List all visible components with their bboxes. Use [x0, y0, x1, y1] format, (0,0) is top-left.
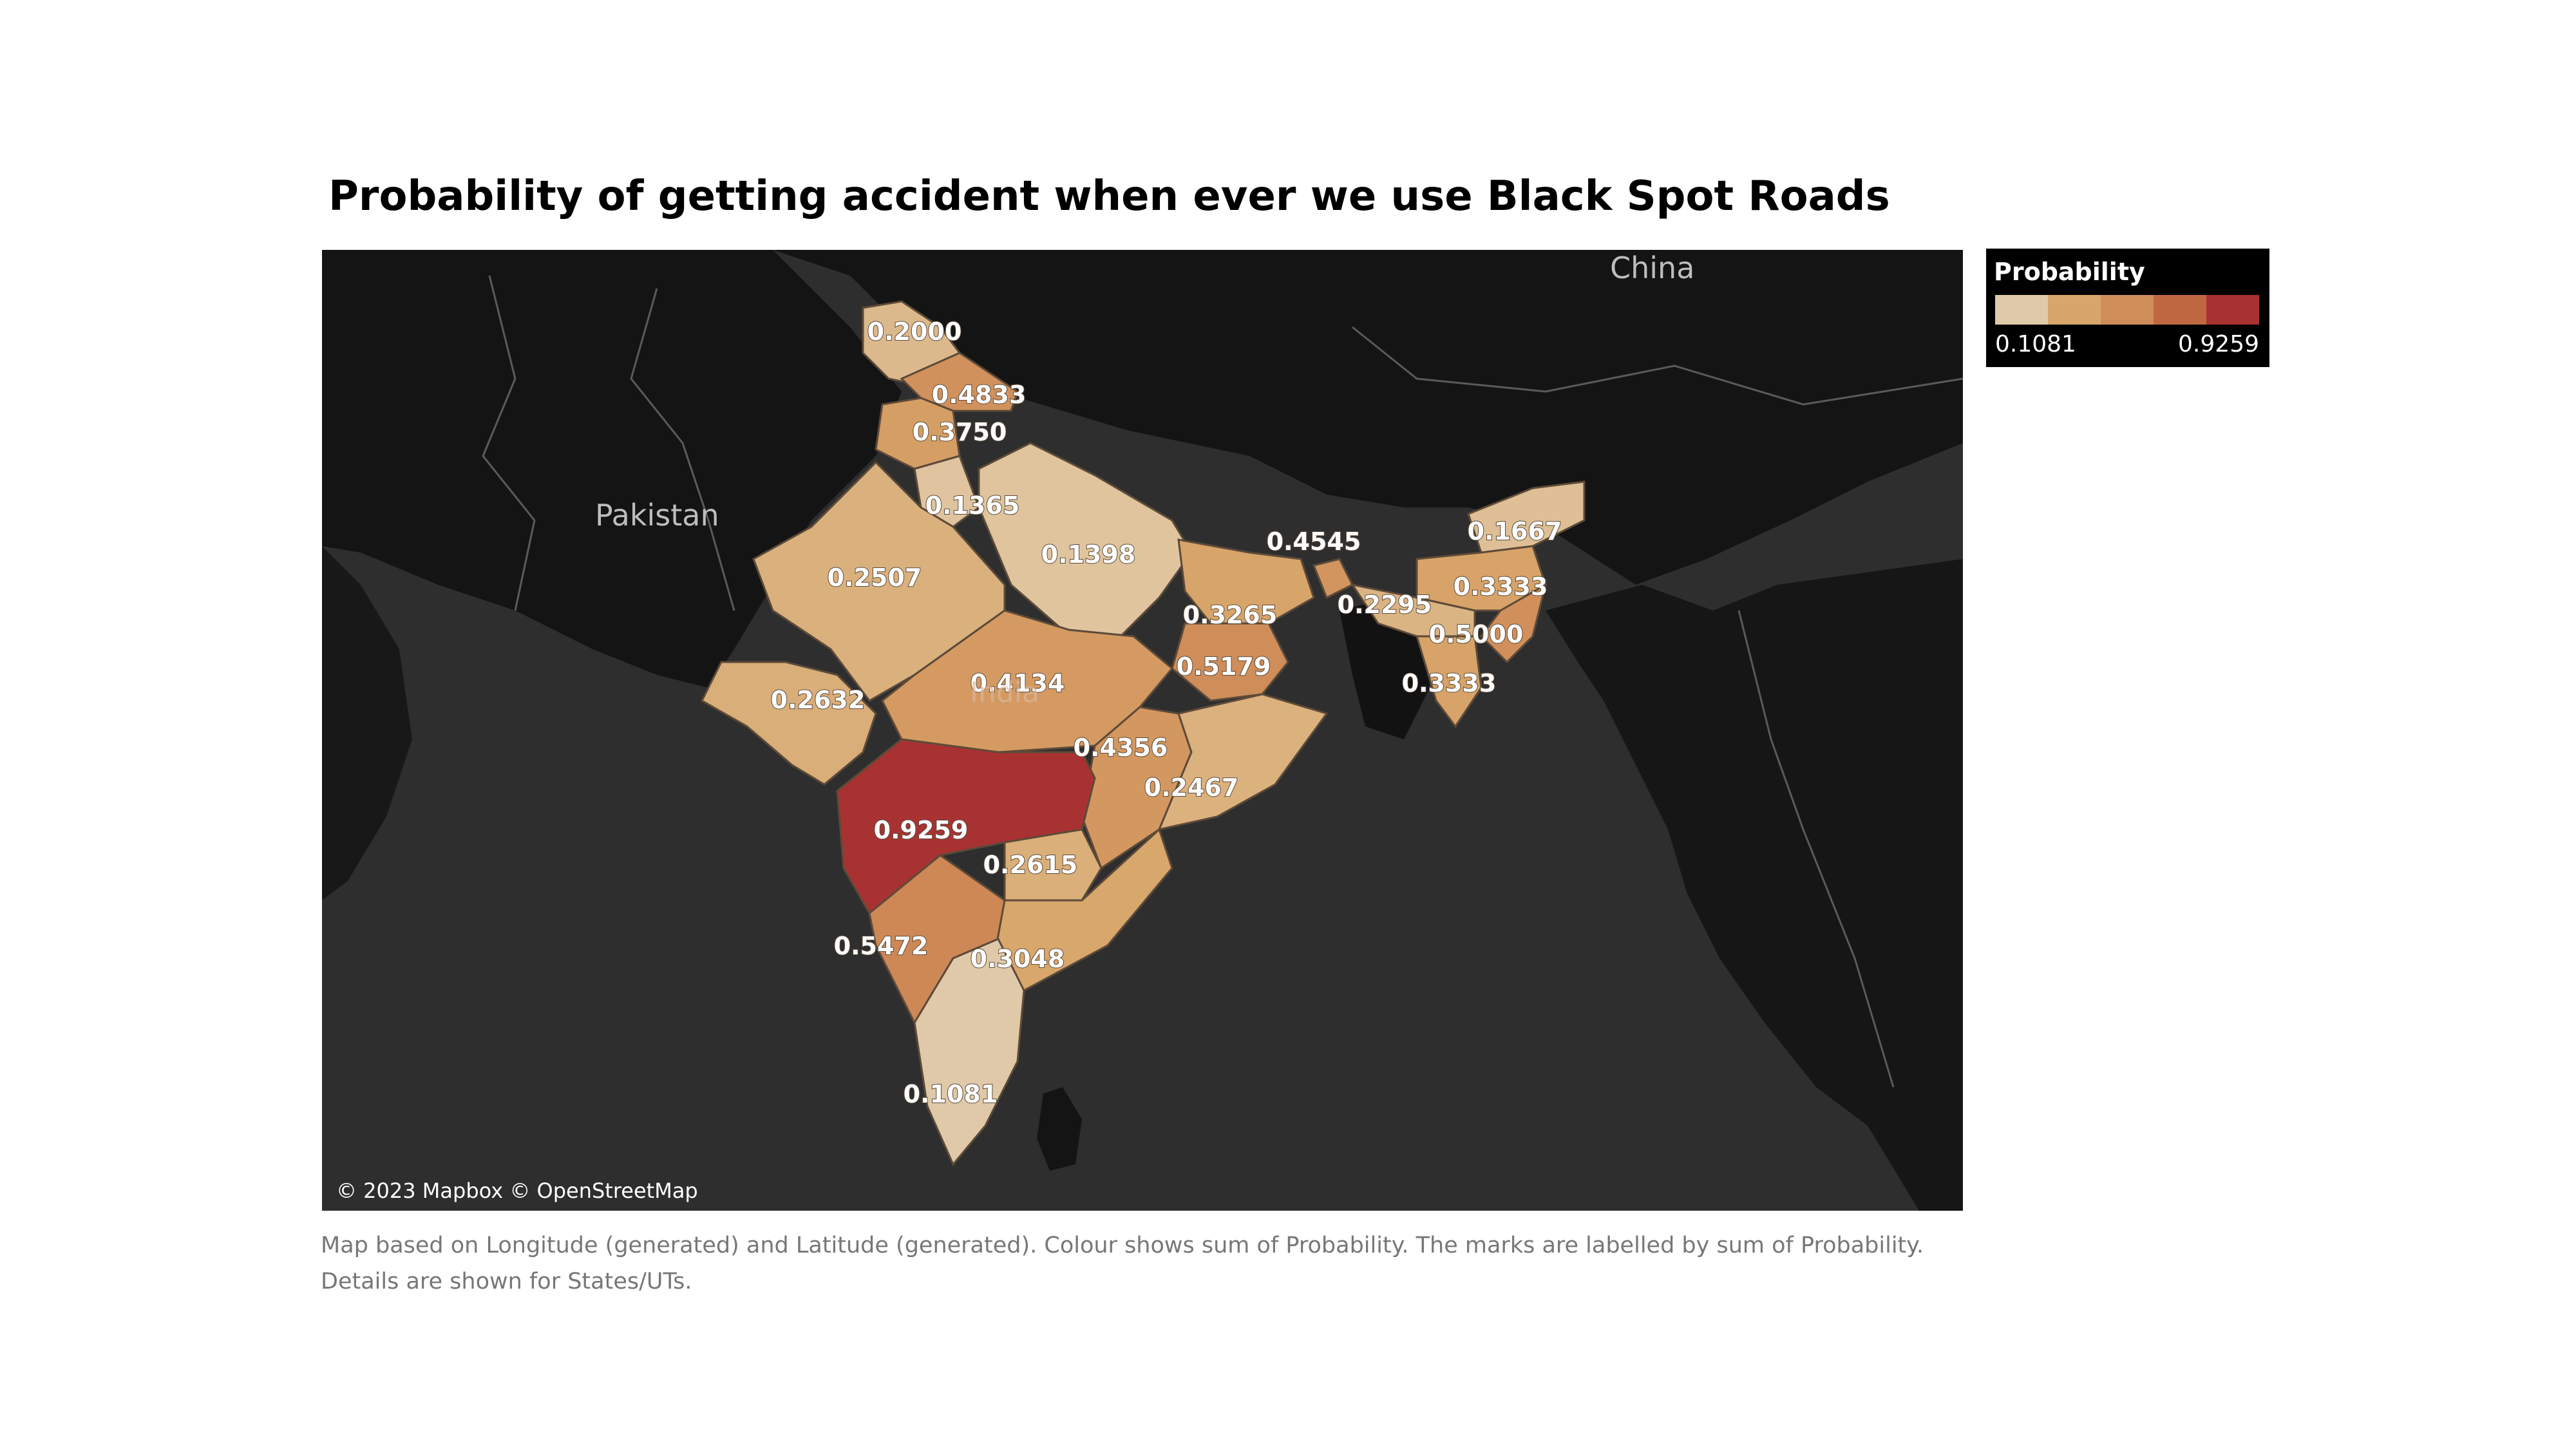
state-value-label-1: 0.4833	[932, 381, 1027, 409]
legend-title: Probability	[1994, 258, 2145, 286]
state-region-3[interactable]	[913, 455, 980, 528]
state-value-label-7: 0.4134	[971, 669, 1065, 697]
state-value-label-0: 0.2000	[867, 317, 962, 346]
legend-min-value: 0.1081	[1995, 331, 2076, 357]
state-region-22[interactable]	[913, 938, 1025, 1166]
state-region-14[interactable]	[1480, 582, 1548, 664]
caption-line-1: Map based on Longitude (generated) and L…	[321, 1233, 1924, 1258]
state-region-17[interactable]	[1157, 693, 1329, 831]
state-value-label-15: 0.3333	[1402, 669, 1497, 697]
chart-caption: Map based on Longitude (generated) and L…	[321, 1227, 1995, 1300]
land-southeast-asia	[1546, 559, 1963, 1211]
land-arabia	[322, 546, 412, 900]
state-value-label-10: 0.4545	[1267, 527, 1361, 556]
chart-title: Probability of getting accident when eve…	[328, 173, 1890, 220]
label-india: India	[970, 676, 1039, 709]
state-region-19[interactable]	[1003, 828, 1103, 902]
state-value-label-2: 0.3750	[913, 418, 1007, 446]
land-srilanka	[1037, 1087, 1082, 1171]
map-view[interactable]: 0.2000 0.4833 0.3750 0.1365 0.1398 0.2507 0.26…	[322, 250, 1963, 1211]
legend-swatch-5	[2206, 295, 2259, 325]
state-value-label-18: 0.9259	[874, 816, 969, 844]
state-value-label-14: 0.5000	[1429, 620, 1524, 649]
legend-swatch-1	[1995, 295, 2048, 325]
map-canvas: 0.2000 0.4833 0.3750 0.1365 0.1398 0.2507 0.26…	[322, 250, 1963, 1211]
state-region-15[interactable]	[1415, 635, 1482, 728]
state-value-label-12: 0.1667	[1468, 517, 1562, 545]
legend-max-value: 0.9259	[2178, 331, 2259, 357]
state-value-label-4: 0.1398	[1041, 540, 1136, 569]
legend-swatch-2	[2048, 295, 2101, 325]
color-legend[interactable]: Probability 0.1081 0.9259	[1986, 249, 2269, 367]
map-attribution[interactable]: © 2023 Mapbox © OpenStreetMap	[336, 1179, 698, 1203]
legend-swatch-3	[2101, 295, 2154, 325]
state-region-8[interactable]	[1177, 538, 1315, 625]
legend-color-ramp	[1995, 295, 2259, 325]
country-borders	[482, 275, 1963, 1088]
legend-swatch-4	[2154, 295, 2206, 325]
label-pakistan: Pakistan	[595, 498, 719, 533]
state-region-4[interactable]	[978, 442, 1193, 638]
state-value-label-16: 0.4356	[1074, 734, 1168, 762]
state-value-label-9: 0.5179	[1177, 652, 1271, 681]
state-value-label-6: 0.2632	[771, 686, 866, 714]
state-value-label-8: 0.3265	[1183, 601, 1278, 629]
land-pakistan	[322, 250, 902, 688]
state-value-label-17: 0.2467	[1144, 773, 1239, 802]
caption-line-2: Details are shown for States/UTs.	[321, 1269, 692, 1294]
state-value-label-21: 0.3048	[971, 945, 1065, 973]
state-value-label-3: 0.1365	[925, 491, 1020, 520]
state-value-label-19: 0.2615	[983, 851, 1078, 879]
state-region-6[interactable]	[701, 661, 877, 786]
state-value-label-22: 0.1081	[904, 1080, 998, 1108]
state-value-label-20: 0.5472	[834, 932, 929, 960]
state-value-label-13: 0.3333	[1454, 573, 1548, 601]
label-china: China	[1610, 251, 1694, 285]
state-value-label-11: 0.2295	[1338, 591, 1432, 619]
state-value-label-5: 0.2507	[828, 564, 922, 592]
